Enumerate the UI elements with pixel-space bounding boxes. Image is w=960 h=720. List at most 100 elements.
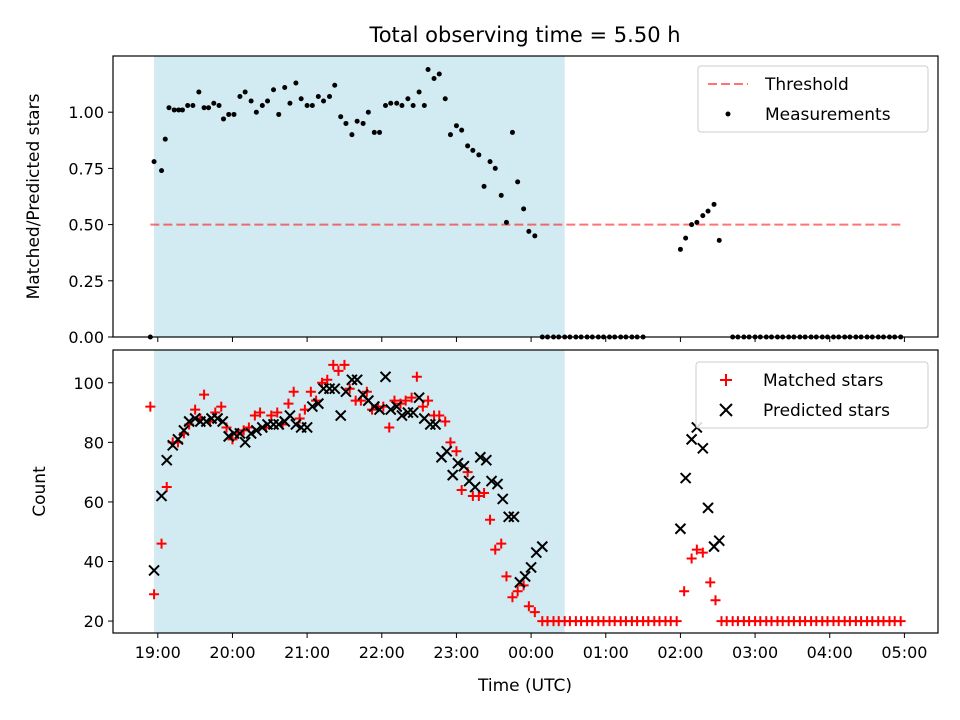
ratio-y-axis-label: Matched/Predicted stars [24, 93, 44, 299]
data-point [383, 103, 388, 108]
x-tick-label: 03:00 [732, 643, 778, 662]
data-point [443, 96, 448, 101]
data-point [172, 107, 177, 112]
data-point [332, 83, 337, 88]
data-point [488, 159, 493, 164]
data-point [683, 236, 688, 241]
data-point [293, 80, 298, 85]
data-point [411, 103, 416, 108]
y-tick-label: 20 [84, 612, 104, 631]
data-point [310, 103, 315, 108]
data-point [454, 123, 459, 128]
data-point [327, 94, 332, 99]
data-point [712, 202, 717, 207]
data-point [437, 71, 442, 76]
data-point [226, 112, 231, 117]
x-tick-label: 21:00 [284, 643, 330, 662]
data-point [343, 121, 348, 126]
x-tick-label: 19:00 [135, 643, 181, 662]
x-tick-label: 23:00 [433, 643, 479, 662]
data-point [694, 220, 699, 225]
x-tick-label: 01:00 [583, 643, 629, 662]
data-point [185, 103, 190, 108]
data-point [417, 89, 422, 94]
data-point [700, 213, 705, 218]
data-point [190, 103, 195, 108]
data-point [366, 110, 371, 115]
y-tick-label: 1.00 [68, 103, 104, 122]
data-point [163, 137, 168, 142]
data-point [321, 98, 326, 103]
y-tick-label: 60 [84, 493, 104, 512]
x-tick-label: 20:00 [209, 643, 255, 662]
legend-label: Matched stars [763, 371, 883, 391]
data-point [422, 103, 427, 108]
data-point [217, 103, 222, 108]
x-axis-label: Time (UTC) [477, 676, 572, 696]
x-tick-label: 04:00 [807, 643, 853, 662]
count-observing-window [154, 350, 565, 633]
data-point [510, 130, 515, 135]
data-point [504, 220, 509, 225]
data-point [254, 110, 259, 115]
data-point [476, 152, 481, 157]
count-y-axis-label: Count [30, 466, 50, 517]
y-tick-label: 40 [84, 553, 104, 572]
data-point [493, 166, 498, 171]
data-point [211, 101, 216, 106]
data-point [282, 85, 287, 90]
data-point [448, 132, 453, 137]
data-point [526, 229, 531, 234]
y-tick-label: 80 [84, 433, 104, 452]
ratio-legend: Threshold Measurements [698, 66, 928, 132]
data-point [196, 89, 201, 94]
x-tick-label: 05:00 [881, 643, 927, 662]
data-point [459, 128, 464, 133]
data-point [515, 179, 520, 184]
data-point [499, 193, 504, 198]
y-tick-label: 0.50 [68, 216, 104, 235]
data-point [426, 67, 431, 72]
data-point [338, 114, 343, 119]
figure: Total observing time = 5.50 h 0.00 0.25 0.… [0, 0, 960, 720]
data-point [377, 130, 382, 135]
data-point [166, 105, 171, 110]
data-point [717, 238, 722, 243]
data-point [521, 206, 526, 211]
data-point [231, 112, 236, 117]
data-point [237, 94, 242, 99]
data-point [206, 105, 211, 110]
y-tick-label: 0.00 [68, 328, 104, 347]
y-tick-label: 0.75 [68, 159, 104, 178]
y-tick-label: 0.25 [68, 272, 104, 291]
y-tick-label: 100 [73, 374, 104, 393]
count-legend: Matched stars Predicted stars [696, 362, 928, 428]
legend-swatch [726, 112, 731, 117]
data-point [299, 96, 304, 101]
data-point [180, 107, 185, 112]
data-point [287, 101, 292, 106]
data-point [678, 247, 683, 252]
data-point [355, 119, 360, 124]
data-point [470, 148, 475, 153]
x-tick-label: 00:00 [508, 643, 554, 662]
data-point [399, 103, 404, 108]
data-point [271, 87, 276, 92]
data-point [243, 89, 248, 94]
x-tick-label: 22:00 [359, 643, 405, 662]
data-point [202, 105, 207, 110]
data-point [372, 130, 377, 135]
legend-label: Threshold [764, 75, 849, 95]
data-point [706, 209, 711, 214]
legend-label: Measurements [765, 105, 891, 125]
data-point [394, 101, 399, 106]
data-point [465, 143, 470, 148]
data-point [361, 121, 366, 126]
data-point [532, 233, 537, 238]
data-point [405, 96, 410, 101]
chart-title: Total observing time = 5.50 h [368, 23, 680, 47]
data-point [260, 103, 265, 108]
data-point [316, 94, 321, 99]
data-point [432, 76, 437, 81]
data-point [349, 132, 354, 137]
